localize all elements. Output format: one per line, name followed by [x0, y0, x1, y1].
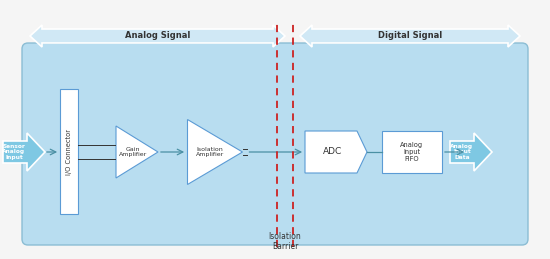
Text: Isolation
Barrier: Isolation Barrier [268, 232, 301, 251]
Text: Gain
Amplifier: Gain Amplifier [119, 147, 147, 157]
FancyBboxPatch shape [22, 43, 528, 245]
Text: ADC: ADC [323, 147, 343, 156]
Text: I/O Connector: I/O Connector [66, 129, 72, 175]
Polygon shape [300, 25, 520, 47]
Text: Isolation
Amplifier: Isolation Amplifier [196, 147, 224, 157]
Text: Analog
Input
Data: Analog Input Data [450, 144, 474, 160]
Polygon shape [305, 131, 367, 173]
FancyBboxPatch shape [60, 89, 78, 214]
Text: Analog
Input
FIFO: Analog Input FIFO [400, 142, 424, 162]
Polygon shape [450, 133, 492, 171]
Text: Sensor
Analog
Input: Sensor Analog Input [2, 144, 25, 160]
Text: Digital Signal: Digital Signal [378, 32, 442, 40]
Polygon shape [116, 126, 158, 178]
Text: Analog Signal: Analog Signal [125, 32, 190, 40]
FancyBboxPatch shape [382, 131, 442, 173]
Polygon shape [188, 119, 243, 184]
Polygon shape [3, 133, 45, 171]
Polygon shape [30, 25, 285, 47]
